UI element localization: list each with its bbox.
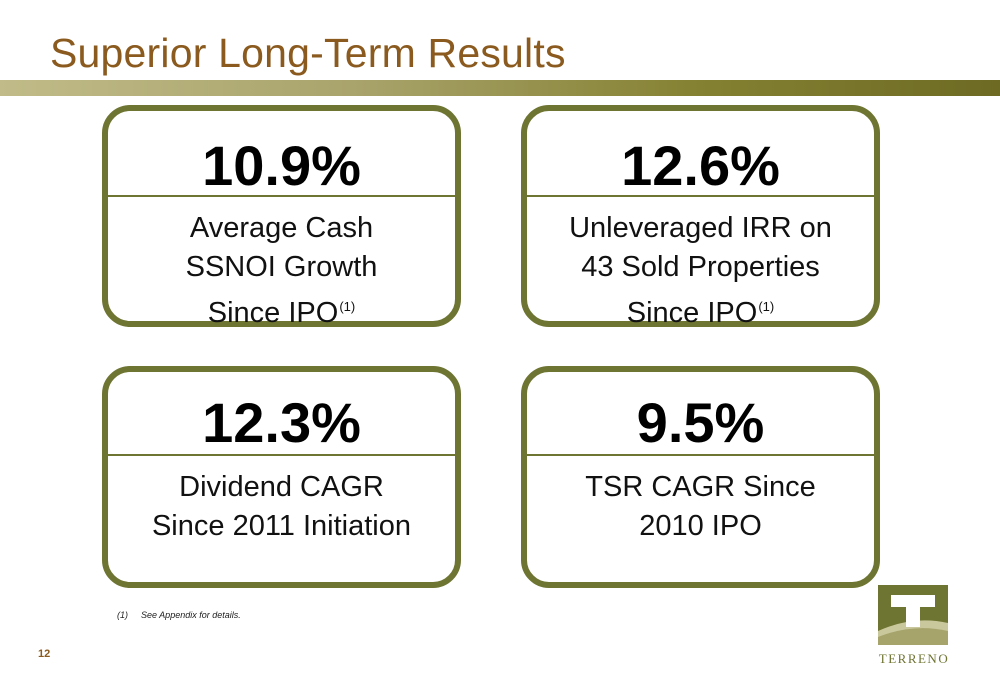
page-number: 12	[38, 648, 51, 660]
metric-card-tsr-cagr: 9.5% TSR CAGR Since 2010 IPO	[521, 366, 880, 588]
metric-value: 9.5%	[636, 391, 765, 454]
metric-value: 12.6%	[621, 134, 780, 197]
description-line: SSNOI Growth	[185, 251, 378, 283]
metric-card-cash-ssnoi-growth: 10.9% Average Cash SSNOI Growth Since IP…	[102, 105, 461, 329]
metric-description: Dividend CAGR Since 2011 Initiation	[108, 468, 455, 546]
description-line: Average Cash	[189, 212, 374, 244]
description-line: TSR CAGR Since	[585, 471, 816, 503]
description-line: Unleveraged IRR on	[569, 212, 832, 244]
metric-description: TSR CAGR Since 2010 IPO	[527, 468, 874, 546]
footnote: (1) See Appendix for details.	[117, 610, 241, 620]
terreno-logo-icon	[878, 585, 948, 645]
description-text: Since IPO	[207, 297, 339, 329]
title-underline-bar	[0, 80, 1000, 96]
card-divider	[108, 454, 455, 456]
card-divider	[527, 454, 874, 456]
slide-title: Superior Long-Term Results	[50, 30, 566, 76]
metric-value: 12.3%	[202, 391, 361, 454]
footnote-reference: (1)	[758, 299, 775, 314]
footnote-marker: (1)	[117, 610, 128, 620]
description-text: Since IPO	[626, 297, 758, 329]
description-line: 2010 IPO	[639, 510, 762, 542]
footnote-reference: (1)	[339, 299, 356, 314]
card-divider	[108, 195, 455, 197]
metric-card-dividend-cagr: 12.3% Dividend CAGR Since 2011 Initiatio…	[102, 366, 461, 588]
metric-card-unleveraged-irr: 12.6% Unleveraged IRR on 43 Sold Propert…	[521, 105, 880, 329]
description-line: Since IPO(1)	[527, 287, 874, 333]
description-line: Since IPO(1)	[108, 287, 455, 333]
description-line: 43 Sold Properties	[581, 251, 820, 283]
metric-description: Unleveraged IRR on 43 Sold Properties Si…	[527, 209, 874, 333]
card-divider	[527, 195, 874, 197]
description-line: Dividend CAGR	[179, 471, 384, 503]
description-line: Since 2011 Initiation	[151, 510, 412, 542]
metric-value: 10.9%	[202, 134, 361, 197]
metric-description: Average Cash SSNOI Growth Since IPO(1)	[108, 209, 455, 333]
footnote-text: See Appendix for details.	[141, 610, 241, 620]
logo-wordmark: TERRENO	[878, 651, 950, 666]
